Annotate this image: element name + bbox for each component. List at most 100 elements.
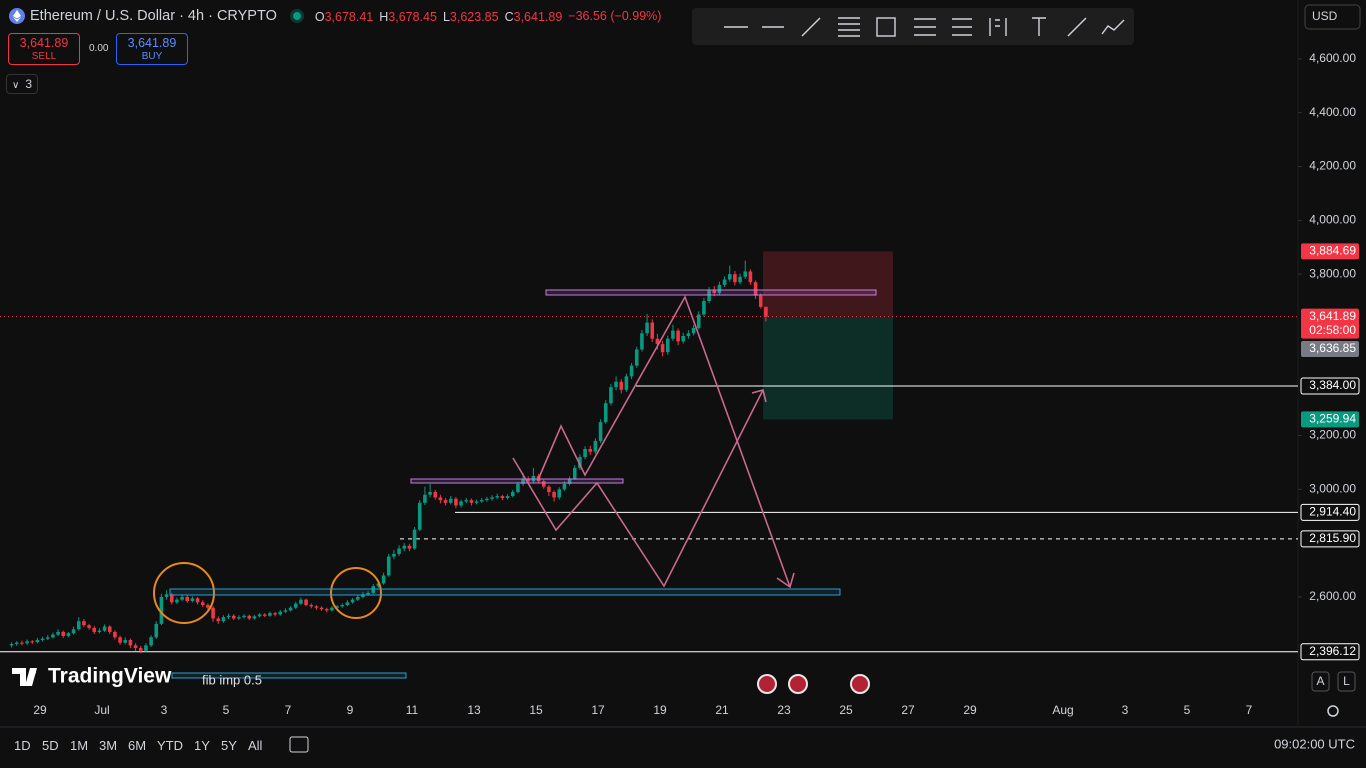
- candle-body: [82, 621, 86, 626]
- tool-icon[interactable]: [952, 18, 972, 36]
- candle-body: [314, 606, 319, 608]
- period-button[interactable]: 1Y: [194, 738, 210, 753]
- candle-body: [526, 478, 531, 482]
- candle-body: [629, 365, 634, 377]
- candle-body: [231, 615, 236, 619]
- candle-body: [407, 545, 412, 549]
- change: −36.56 (−0.99%): [568, 9, 662, 23]
- date-range-icon[interactable]: [289, 736, 309, 753]
- x-tick-label: Jul: [94, 703, 109, 717]
- candle-body: [738, 276, 742, 283]
- tool-icon[interactable]: [1032, 17, 1046, 36]
- candle-body: [438, 497, 443, 501]
- event-flag[interactable]: [850, 674, 870, 694]
- x-tick-label: 21: [715, 703, 729, 717]
- ohlc: O3,678.41 H3,678.45 L3,623.85 C3,641.89: [315, 8, 562, 24]
- currency-button[interactable]: [1304, 4, 1361, 30]
- candle-body: [567, 478, 572, 484]
- scale-button[interactable]: [1337, 671, 1356, 692]
- tool-icon[interactable]: [1101, 19, 1125, 35]
- candle-body: [169, 594, 174, 603]
- candle-body: [500, 496, 505, 498]
- current-price-tag-label: 3,641.89: [1309, 309, 1356, 323]
- candle-body: [547, 486, 551, 493]
- candle-body: [268, 613, 272, 616]
- candle-body: [283, 610, 288, 612]
- symbol-icon-glyph: [13, 10, 21, 22]
- price-tag-label: 2,815.90: [1309, 531, 1356, 545]
- candle-body: [335, 606, 339, 608]
- candle-body: [479, 500, 484, 502]
- ohlc-value: 3,678.41: [324, 10, 374, 24]
- candle-body: [417, 502, 422, 530]
- y-tick-label: 4,000.00: [1309, 213, 1356, 227]
- x-tick-label: 3: [1122, 703, 1129, 717]
- symbol-icon: [9, 8, 25, 24]
- price-tag: [1300, 503, 1360, 521]
- x-tick-label: 17: [591, 703, 605, 717]
- candle-body: [61, 631, 66, 636]
- period-button[interactable]: YTD: [157, 738, 183, 753]
- candle-body: [645, 322, 649, 334]
- candle-body: [25, 641, 29, 644]
- tool-icon[interactable]: [989, 18, 1007, 36]
- buy-button[interactable]: 3,641.89 BUY: [116, 33, 188, 65]
- candle-body: [743, 271, 748, 277]
- target-zone: [763, 316, 893, 420]
- tool-icon[interactable]: [1067, 17, 1087, 37]
- drawing-toolbar: [692, 8, 1134, 45]
- indicators-toggle[interactable]: ∨ 3: [6, 74, 38, 94]
- candle-body: [185, 596, 190, 601]
- path-drawing: [537, 295, 791, 588]
- candle-body: [102, 626, 107, 631]
- candle-body: [764, 306, 768, 317]
- settings-icon[interactable]: [1327, 705, 1339, 717]
- zone-rect: [171, 672, 407, 679]
- period-button[interactable]: 3M: [99, 738, 118, 753]
- candle-body: [428, 492, 432, 495]
- period-button[interactable]: 6M: [128, 738, 147, 753]
- y-tick-label: 3,800.00: [1309, 266, 1356, 280]
- candle-body: [454, 498, 458, 506]
- symbol: Ethereum / U.S. Dollar · 4h · CRYPTO: [30, 8, 277, 24]
- tool-icon[interactable]: [914, 18, 936, 36]
- clock: 09:02:00 UTC: [1274, 736, 1355, 751]
- candle-body: [676, 330, 680, 342]
- candle-body: [361, 594, 365, 597]
- x-tick-label: 29: [33, 703, 47, 717]
- period-button[interactable]: 1M: [70, 738, 89, 753]
- period-button[interactable]: 5D: [42, 738, 59, 753]
- candle-body: [459, 501, 463, 506]
- event-flag[interactable]: [788, 674, 808, 694]
- y-tick-label: 3,000.00: [1309, 482, 1356, 496]
- scale-button[interactable]: [1311, 671, 1330, 692]
- y-tick-label: 4,400.00: [1309, 105, 1356, 119]
- period-button[interactable]: All: [248, 738, 263, 753]
- circle-drawing: [153, 562, 215, 624]
- legend: Ethereum / U.S. Dollar · 4h · CRYPTO O3,…: [30, 8, 661, 24]
- candle-body: [634, 349, 639, 366]
- tool-icon[interactable]: [801, 17, 821, 37]
- candle-body: [211, 607, 215, 619]
- candle-body: [696, 314, 701, 328]
- candle-body: [748, 271, 753, 283]
- candle-body: [650, 322, 655, 339]
- arrow-head: [751, 389, 767, 403]
- period-button[interactable]: 5Y: [221, 738, 237, 753]
- drawing-label: fib imp 0.5: [202, 672, 262, 687]
- sell-button[interactable]: 3,641.89 SELL: [8, 33, 80, 65]
- candle-body: [252, 616, 257, 619]
- tool-icon[interactable]: [876, 17, 896, 37]
- candle-body: [753, 282, 758, 296]
- status-dot: [292, 12, 301, 20]
- period-button[interactable]: 1D: [14, 738, 31, 753]
- candle-body: [190, 598, 195, 601]
- candle-body: [505, 496, 510, 498]
- event-flag[interactable]: [757, 674, 777, 694]
- candle-body: [474, 501, 479, 503]
- candle-body: [485, 498, 489, 501]
- logo-dot: [30, 669, 36, 675]
- candle-body: [87, 625, 91, 628]
- tool-icon[interactable]: [838, 17, 860, 37]
- candle-body: [273, 613, 277, 615]
